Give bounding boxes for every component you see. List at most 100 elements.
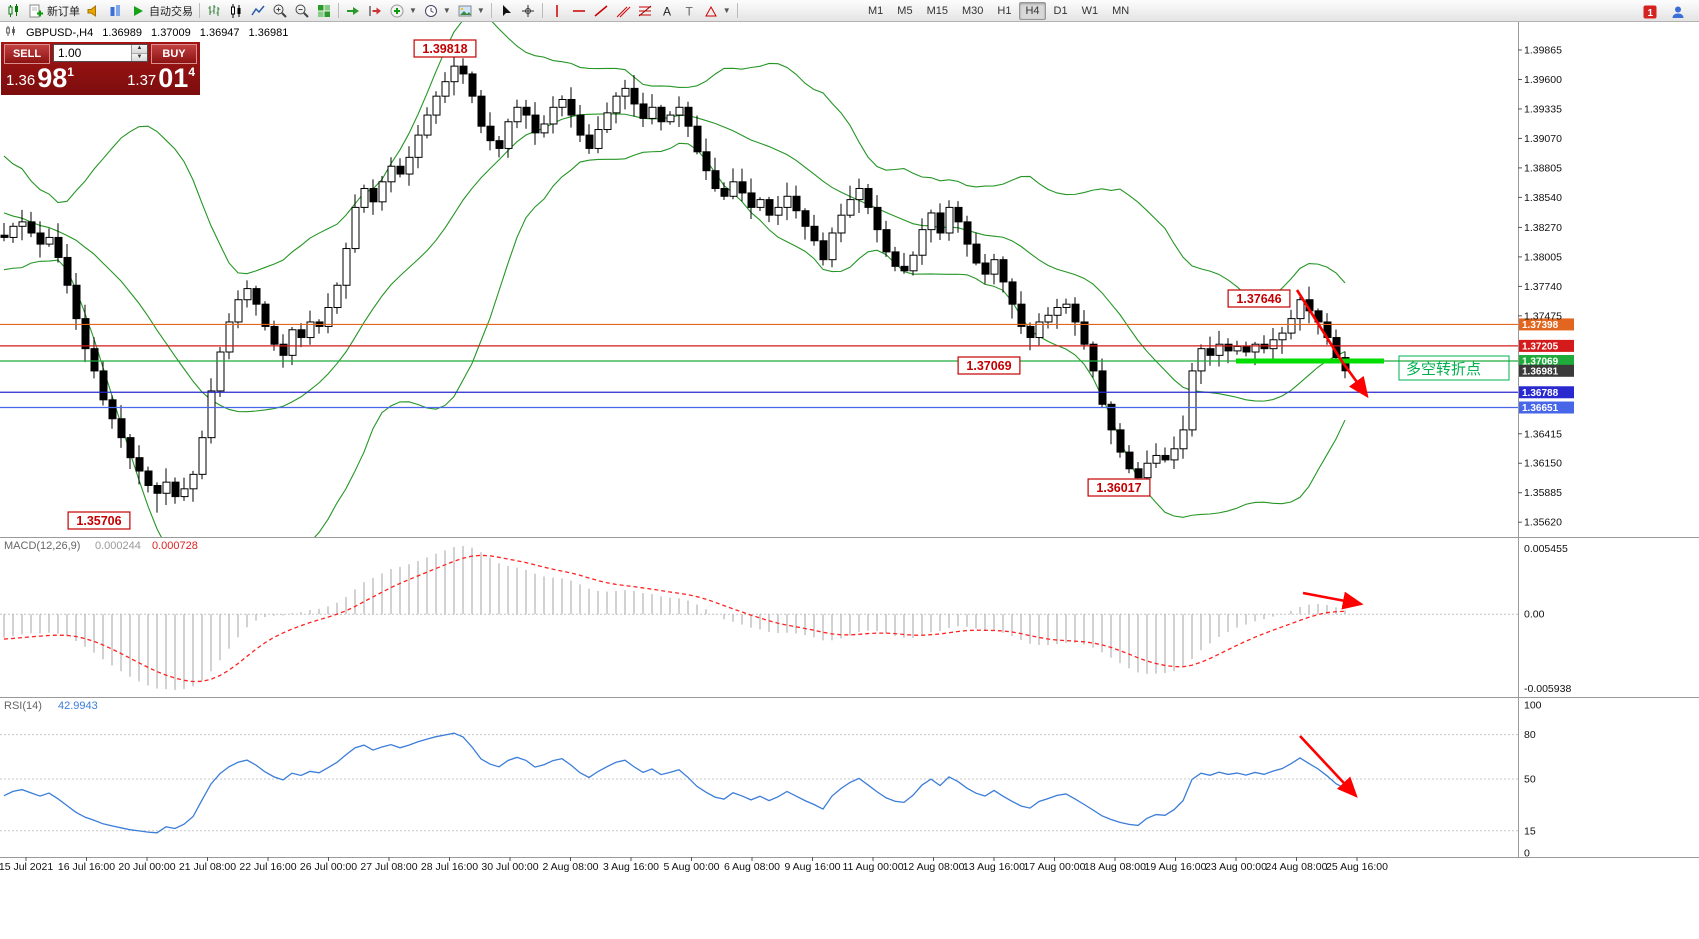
timeframe-m1[interactable]: M1: [868, 5, 884, 17]
candle-body[interactable]: [306, 321, 315, 339]
candle-body[interactable]: [153, 484, 162, 494]
candle-body[interactable]: [1188, 370, 1197, 431]
candle-body[interactable]: [432, 95, 441, 116]
candle-body[interactable]: [801, 210, 810, 227]
candle-body[interactable]: [1206, 348, 1215, 356]
candle-body[interactable]: [630, 87, 639, 105]
candle-body[interactable]: [540, 123, 549, 134]
candle-body[interactable]: [1143, 462, 1152, 479]
buy-button[interactable]: BUY: [151, 44, 197, 64]
candle-body[interactable]: [1296, 299, 1305, 320]
candle-body[interactable]: [657, 106, 666, 123]
candle-body[interactable]: [90, 348, 99, 372]
volume-up-button[interactable]: ▲: [132, 45, 147, 53]
candle-body[interactable]: [999, 259, 1008, 283]
candle-body[interactable]: [1071, 303, 1080, 323]
candle-body[interactable]: [1251, 343, 1260, 353]
turning-point-text[interactable]: 多空转折点: [1406, 361, 1481, 378]
candle-body[interactable]: [936, 212, 945, 234]
timeframe-h4[interactable]: H4: [1019, 2, 1046, 20]
candle-body[interactable]: [927, 212, 936, 231]
candle-body[interactable]: [1017, 303, 1026, 327]
candle-body[interactable]: [81, 318, 90, 350]
zoom-out-button[interactable]: [291, 1, 313, 20]
candle-body[interactable]: [288, 329, 297, 356]
candle-body[interactable]: [873, 206, 882, 231]
candle-body[interactable]: [1269, 339, 1278, 350]
sell-button[interactable]: SELL: [4, 44, 50, 64]
volume-value[interactable]: 1.00: [58, 46, 82, 60]
candle-body[interactable]: [54, 236, 63, 258]
vertical-line-button[interactable]: [546, 1, 568, 20]
timeframe-m30[interactable]: M30: [961, 5, 984, 17]
candle-body[interactable]: [1035, 321, 1044, 339]
candle-body[interactable]: [396, 165, 405, 175]
price-label[interactable]: 1.37646: [1236, 292, 1281, 306]
candle-body[interactable]: [576, 114, 585, 136]
candle-body[interactable]: [819, 240, 828, 261]
trend-arrow[interactable]: [1302, 591, 1364, 610]
candle-body[interactable]: [207, 390, 216, 439]
candle-body[interactable]: [252, 288, 261, 305]
candle-body[interactable]: [342, 248, 351, 286]
timeframe-h1[interactable]: H1: [997, 5, 1012, 17]
candle-body[interactable]: [261, 303, 270, 327]
indicators-button[interactable]: ▼: [386, 1, 420, 20]
candle-body[interactable]: [846, 199, 855, 216]
candle-body[interactable]: [9, 225, 18, 238]
candle-body[interactable]: [945, 206, 954, 234]
candle-body[interactable]: [1197, 348, 1206, 372]
tile-windows-button[interactable]: [313, 1, 335, 20]
timeframe-d1[interactable]: D1: [1053, 5, 1068, 17]
candle-body[interactable]: [144, 470, 153, 486]
candle-body[interactable]: [225, 321, 234, 353]
candle-body[interactable]: [1134, 468, 1143, 479]
candle-body[interactable]: [468, 73, 477, 97]
candle-body[interactable]: [648, 106, 657, 119]
candle-body[interactable]: [828, 232, 837, 261]
candle-body[interactable]: [783, 195, 792, 208]
candle-body[interactable]: [99, 370, 108, 401]
candle-body[interactable]: [810, 225, 819, 242]
candle-body[interactable]: [990, 259, 999, 275]
cursor-button[interactable]: [495, 1, 517, 20]
candle-body[interactable]: [675, 106, 684, 116]
candle-body[interactable]: [486, 125, 495, 142]
arrows-button[interactable]: ▼: [700, 1, 734, 20]
candle-body[interactable]: [765, 199, 774, 216]
candle-body[interactable]: [1179, 429, 1188, 450]
candle-body[interactable]: [1062, 303, 1071, 309]
candle-body[interactable]: [189, 473, 198, 490]
candle-body[interactable]: [297, 329, 306, 339]
candle-body[interactable]: [558, 98, 567, 108]
candle-body[interactable]: [738, 181, 747, 194]
candle-body[interactable]: [1044, 314, 1053, 323]
candle-body[interactable]: [918, 229, 927, 256]
candle-body[interactable]: [639, 103, 648, 119]
candle-body[interactable]: [162, 481, 171, 494]
candle-body[interactable]: [369, 187, 378, 203]
candle-body[interactable]: [1008, 281, 1017, 305]
candle-body[interactable]: [63, 256, 72, 286]
candle-body[interactable]: [900, 265, 909, 272]
candle-body[interactable]: [324, 307, 333, 327]
candle-body[interactable]: [1026, 325, 1035, 339]
candle-body[interactable]: [711, 170, 720, 189]
candle-body[interactable]: [1053, 307, 1062, 316]
price-label[interactable]: 1.39818: [422, 42, 467, 56]
candle-body[interactable]: [954, 206, 963, 223]
candle-body[interactable]: [1098, 370, 1107, 405]
line-chart-button[interactable]: [247, 1, 269, 20]
candle-body[interactable]: [36, 232, 45, 245]
chart-shift-button[interactable]: [364, 1, 386, 20]
candle-body[interactable]: [171, 481, 180, 498]
candle-body[interactable]: [270, 325, 279, 345]
autotrading-button[interactable]: 自动交易: [127, 1, 196, 20]
candle-body[interactable]: [378, 181, 387, 203]
candle-body[interactable]: [360, 187, 369, 208]
candle-body[interactable]: [729, 181, 738, 197]
candle-body[interactable]: [1170, 448, 1179, 461]
candle-body[interactable]: [549, 106, 558, 125]
candle-body[interactable]: [495, 140, 504, 149]
